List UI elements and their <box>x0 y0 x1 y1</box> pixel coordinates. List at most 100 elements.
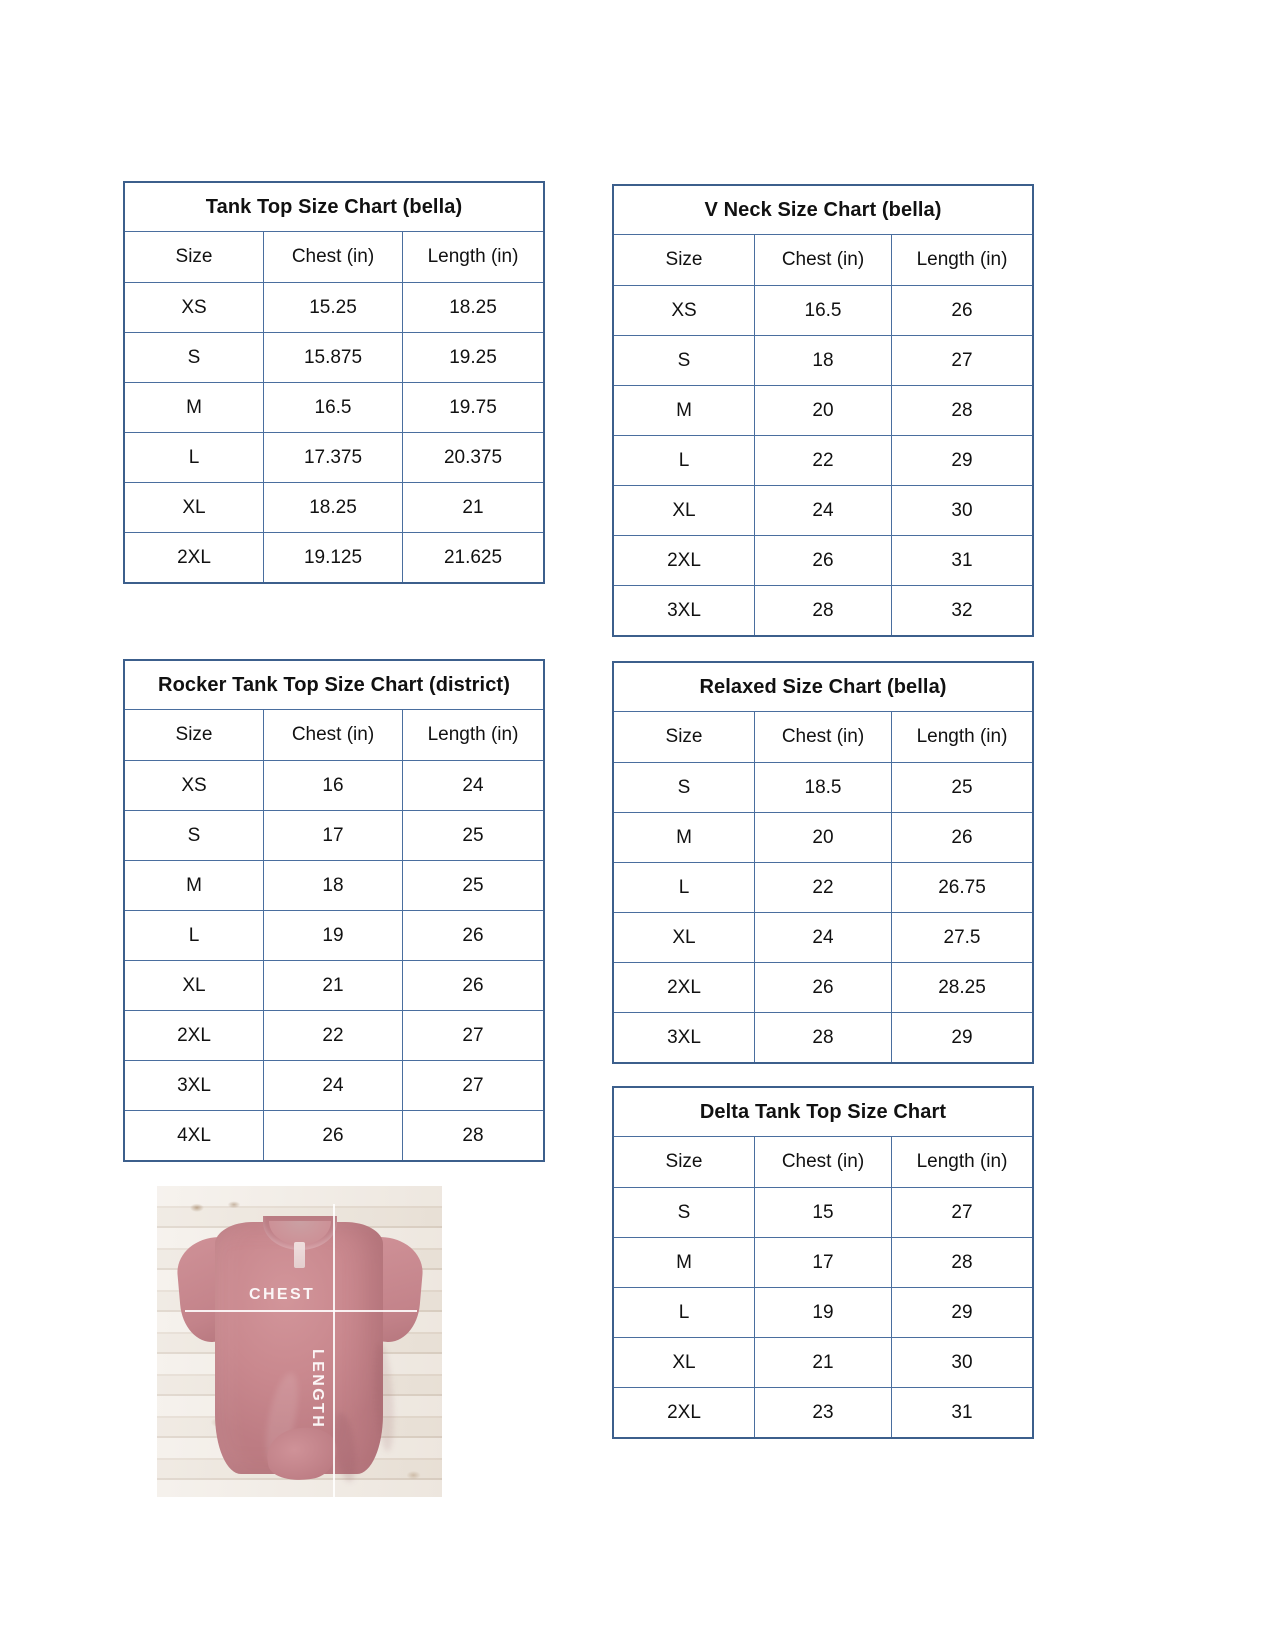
cell-length: 30 <box>891 485 1034 536</box>
cell-chest: 28 <box>754 1012 892 1064</box>
table-row: 2XL 26 31 <box>612 535 1034 586</box>
cell-size: 2XL <box>612 962 755 1013</box>
column-header: Chest (in) <box>754 1136 892 1188</box>
cell-length: 29 <box>891 435 1034 486</box>
product-photo: CHEST LENGTH <box>157 1186 442 1497</box>
tshirt-neck-tag <box>294 1242 305 1268</box>
cell-size: M <box>123 860 264 911</box>
cell-chest: 21 <box>263 960 403 1011</box>
cell-chest: 28 <box>754 585 892 637</box>
length-measure-line <box>333 1204 335 1497</box>
cell-size: S <box>123 332 264 383</box>
table-row: XL 21 30 <box>612 1337 1034 1388</box>
cell-size: 3XL <box>612 585 755 637</box>
cell-length: 28 <box>891 385 1034 436</box>
table-row: M 16.5 19.75 <box>123 382 545 433</box>
column-header: Length (in) <box>891 234 1034 286</box>
table-row: M 20 28 <box>612 385 1034 436</box>
chest-measure-line <box>185 1310 417 1312</box>
column-header: Chest (in) <box>754 234 892 286</box>
table-row: 3XL 24 27 <box>123 1060 545 1111</box>
cell-length: 31 <box>891 1387 1034 1439</box>
cell-length: 21.625 <box>402 532 545 584</box>
column-header: Chest (in) <box>263 709 403 761</box>
cell-chest: 17 <box>754 1237 892 1288</box>
table-row: XL 24 27.5 <box>612 912 1034 963</box>
cell-chest: 19 <box>754 1287 892 1338</box>
cell-chest: 15.25 <box>263 282 403 333</box>
cell-length: 27 <box>891 335 1034 386</box>
table-row: 3XL 28 29 <box>612 1012 1034 1064</box>
table-row: XS 15.25 18.25 <box>123 282 545 333</box>
cell-chest: 17 <box>263 810 403 861</box>
tshirt-illustration <box>174 1214 426 1485</box>
cell-size: S <box>612 335 755 386</box>
cell-size: L <box>123 432 264 483</box>
cell-chest: 16.5 <box>263 382 403 433</box>
table-title-row: Tank Top Size Chart (bella) <box>123 181 545 232</box>
table-row: 3XL 28 32 <box>612 585 1034 637</box>
cell-length: 32 <box>891 585 1034 637</box>
table-row: 2XL 23 31 <box>612 1387 1034 1439</box>
cell-chest: 20 <box>754 812 892 863</box>
cell-chest: 17.375 <box>263 432 403 483</box>
column-header: Chest (in) <box>263 231 403 283</box>
cell-chest: 20 <box>754 385 892 436</box>
cell-chest: 16.5 <box>754 285 892 336</box>
cell-chest: 18.25 <box>263 482 403 533</box>
table-row: L 22 29 <box>612 435 1034 486</box>
table-title: Rocker Tank Top Size Chart (district) <box>123 659 545 710</box>
cell-size: M <box>123 382 264 433</box>
table-row: S 18.5 25 <box>612 762 1034 813</box>
cell-length: 18.25 <box>402 282 545 333</box>
table-title: V Neck Size Chart (bella) <box>612 184 1034 235</box>
cell-size: M <box>612 1237 755 1288</box>
cell-size: M <box>612 812 755 863</box>
table-row: L 19 26 <box>123 910 545 961</box>
cell-size: XL <box>123 960 264 1011</box>
cell-length: 26 <box>402 910 545 961</box>
table-header-row: Size Chest (in) Length (in) <box>612 234 1034 286</box>
cell-size: L <box>612 1287 755 1338</box>
column-header: Length (in) <box>402 231 545 283</box>
cell-length: 25 <box>891 762 1034 813</box>
chest-label: CHEST <box>249 1286 316 1303</box>
table-rocker-tank-top: Rocker Tank Top Size Chart (district) Siz… <box>123 659 545 1162</box>
table-row: 2XL 19.125 21.625 <box>123 532 545 584</box>
table-title-row: Delta Tank Top Size Chart <box>612 1086 1034 1137</box>
column-header: Size <box>612 711 755 763</box>
cell-size: 3XL <box>123 1060 264 1111</box>
cell-length: 26 <box>891 812 1034 863</box>
table-row: 4XL 26 28 <box>123 1110 545 1162</box>
cell-size: XL <box>612 485 755 536</box>
table-row: S 17 25 <box>123 810 545 861</box>
cell-size: S <box>612 1187 755 1238</box>
column-header: Length (in) <box>891 711 1034 763</box>
table-title: Tank Top Size Chart (bella) <box>123 181 545 232</box>
cell-length: 20.375 <box>402 432 545 483</box>
table-title-row: V Neck Size Chart (bella) <box>612 184 1034 235</box>
table-body: Tank Top Size Chart (bella) Size Chest (in… <box>123 181 545 584</box>
table-body: V Neck Size Chart (bella) Size Chest (in) L… <box>612 184 1034 637</box>
cell-length: 29 <box>891 1012 1034 1064</box>
cell-length: 27 <box>402 1060 545 1111</box>
cell-size: 2XL <box>612 1387 755 1439</box>
cell-chest: 18 <box>754 335 892 386</box>
table-body: Relaxed Size Chart (bella) Size Chest (in)… <box>612 661 1034 1064</box>
cell-chest: 24 <box>754 912 892 963</box>
table-relaxed: Relaxed Size Chart (bella) Size Chest (in)… <box>612 661 1034 1064</box>
cell-chest: 15.875 <box>263 332 403 383</box>
cell-length: 21 <box>402 482 545 533</box>
table-body: Delta Tank Top Size Chart Size Chest (in) L… <box>612 1086 1034 1439</box>
cell-size: 2XL <box>123 1010 264 1061</box>
cell-chest: 26 <box>754 535 892 586</box>
cell-size: L <box>612 435 755 486</box>
cell-chest: 26 <box>263 1110 403 1162</box>
cell-length: 28 <box>891 1237 1034 1288</box>
column-header: Size <box>612 234 755 286</box>
table-row: 2XL 26 28.25 <box>612 962 1034 1013</box>
table-row: M 18 25 <box>123 860 545 911</box>
table-row: XS 16 24 <box>123 760 545 811</box>
table-header-row: Size Chest (in) Length (in) <box>123 709 545 761</box>
